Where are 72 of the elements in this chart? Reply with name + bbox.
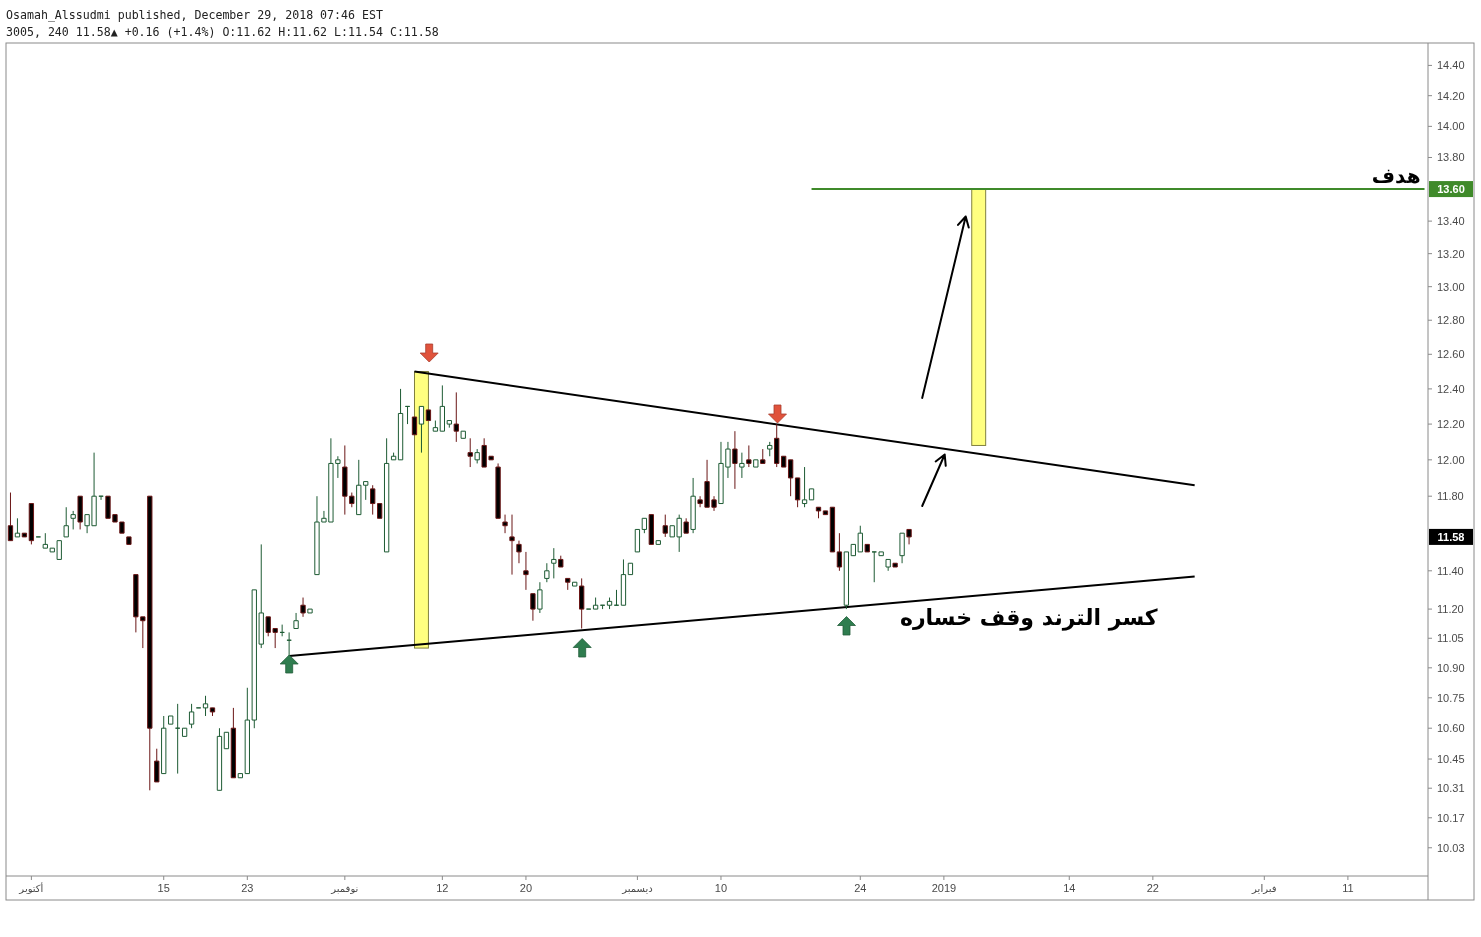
y-tick-label: 10.90	[1437, 661, 1465, 674]
candlestick	[739, 452, 745, 479]
candlestick	[551, 547, 557, 579]
candlestick	[7, 492, 14, 542]
x-tick-label: أكتوبر	[18, 882, 44, 894]
chart-title: Osamah_Alssudmi published, December 29, 2018 07:46 EST	[6, 8, 383, 22]
candlestick	[662, 514, 668, 538]
y-tick-label: 11.40	[1437, 564, 1464, 577]
candlestick	[14, 517, 21, 538]
x-tick-label: 15	[157, 882, 170, 894]
x-tick-label: 24	[854, 882, 867, 894]
candlestick	[787, 459, 794, 497]
candlestick	[544, 562, 550, 583]
y-tick-label: 12.20	[1437, 418, 1465, 431]
text: 11.58	[1437, 530, 1465, 543]
candlestick	[732, 430, 738, 490]
x-tick-label: 14	[1063, 882, 1076, 894]
x-tick-label: 20	[519, 882, 533, 894]
candlestick	[794, 477, 801, 508]
candlestick	[453, 391, 459, 443]
candlestick	[801, 466, 808, 508]
series-label: كسر الترند وقف خساره	[899, 604, 1158, 631]
candlestick	[70, 510, 76, 530]
candlestick	[516, 540, 522, 564]
y-tick-label: 12.00	[1437, 453, 1465, 466]
y-tick-label: 13.80	[1437, 151, 1465, 164]
y-tick-label: 10.17	[1437, 811, 1465, 824]
candlestick	[418, 405, 425, 454]
candlestick	[746, 444, 752, 468]
chart-subtitle: 3005, 240 11.58▲ +0.16 (+1.4%) O:11.62 H:11.62 L:11.54 C:11.58	[6, 25, 439, 39]
candlestick	[530, 593, 536, 622]
y-tick-label: 11.80	[1437, 490, 1464, 503]
y-tick-label: 12.60	[1437, 348, 1465, 361]
y-tick-label: 10.45	[1437, 753, 1465, 766]
x-tick-label: 2019	[931, 882, 957, 894]
y-tick-label: 13.00	[1437, 280, 1465, 293]
y-tick-label: 11.20	[1437, 603, 1464, 616]
candlestick	[502, 514, 508, 534]
candlestick	[509, 514, 515, 576]
x-tick-label: 23	[241, 882, 254, 894]
candlestick	[634, 528, 641, 553]
y-tick-label: 14.20	[1437, 89, 1465, 102]
x-tick-label: 11	[1342, 882, 1354, 894]
x-tick-label: نوفمبر	[330, 883, 359, 894]
x-tick-label: فبراير	[1251, 883, 1277, 894]
y-tick-label: 10.75	[1437, 691, 1465, 704]
candlestick	[154, 748, 160, 783]
candlestick	[202, 695, 209, 717]
y-tick-label: 10.31	[1437, 782, 1465, 795]
series-label: هدف	[1371, 164, 1421, 189]
x-tick-label: ديسمبر	[621, 883, 653, 894]
y-tick-label: 12.40	[1437, 382, 1465, 395]
x-tick-label: 22	[1146, 882, 1159, 894]
data-label: 13.60	[1437, 183, 1465, 196]
x-tick-label: 12	[436, 882, 449, 894]
candlestick	[63, 506, 69, 538]
y-tick-label: 10.03	[1437, 841, 1465, 854]
y-tick-label: 13.20	[1437, 247, 1465, 260]
y-tick-label: 14.40	[1437, 59, 1465, 72]
candlestick	[300, 597, 306, 618]
y-tick-label: 10.60	[1437, 722, 1465, 735]
candlestick	[899, 532, 905, 564]
candlestick	[523, 551, 529, 591]
candlestick	[537, 581, 543, 614]
y-tick-label: 14.00	[1437, 120, 1465, 133]
y-tick-label: 11.05	[1437, 632, 1464, 645]
candlestick	[836, 532, 843, 572]
candlestick	[467, 437, 473, 468]
x-tick-label: 10	[714, 882, 728, 894]
y-tick-label: 12.80	[1437, 314, 1465, 327]
y-tick-label: 13.40	[1437, 215, 1465, 228]
candlestick	[188, 703, 195, 729]
